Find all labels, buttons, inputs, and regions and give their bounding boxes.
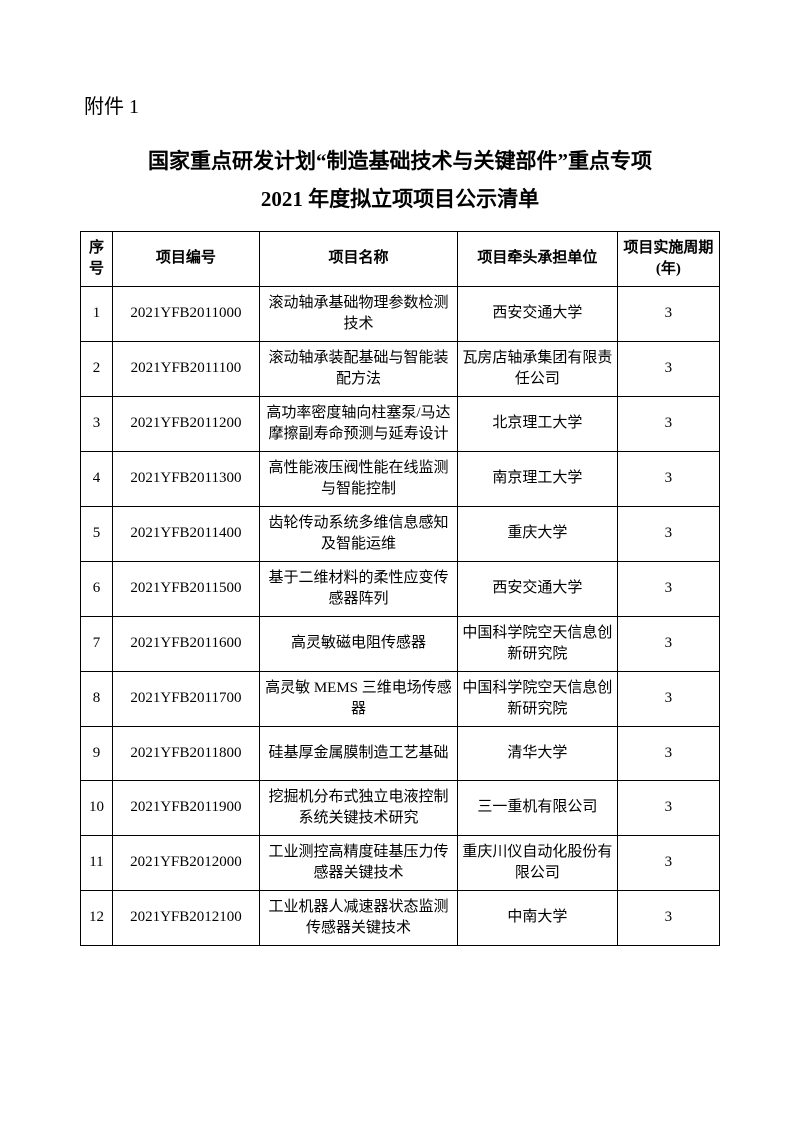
cell-name: 高灵敏 MEMS 三维电场传感器: [259, 671, 457, 726]
cell-code: 2021YFB2011100: [112, 341, 259, 396]
cell-code: 2021YFB2012100: [112, 890, 259, 945]
cell-name: 齿轮传动系统多维信息感知及智能运维: [259, 506, 457, 561]
table-row: 12021YFB2011000滚动轴承基础物理参数检测技术西安交通大学3: [81, 286, 720, 341]
cell-name: 高功率密度轴向柱塞泵/马达摩擦副寿命预测与延寿设计: [259, 396, 457, 451]
cell-seq: 9: [81, 726, 113, 780]
table-row: 92021YFB2011800硅基厚金属膜制造工艺基础清华大学3: [81, 726, 720, 780]
table-row: 52021YFB2011400齿轮传动系统多维信息感知及智能运维重庆大学3: [81, 506, 720, 561]
cell-name: 滚动轴承基础物理参数检测技术: [259, 286, 457, 341]
cell-org: 南京理工大学: [457, 451, 617, 506]
cell-seq: 1: [81, 286, 113, 341]
cell-seq: 3: [81, 396, 113, 451]
cell-name: 工业机器人减速器状态监测传感器关键技术: [259, 890, 457, 945]
cell-name: 高灵敏磁电阻传感器: [259, 616, 457, 671]
table-header-row: 序号 项目编号 项目名称 项目牵头承担单位 项目实施周期(年): [81, 231, 720, 286]
cell-seq: 8: [81, 671, 113, 726]
col-dur: 项目实施周期(年): [617, 231, 719, 286]
cell-code: 2021YFB2011200: [112, 396, 259, 451]
cell-name: 硅基厚金属膜制造工艺基础: [259, 726, 457, 780]
cell-org: 中国科学院空天信息创新研究院: [457, 616, 617, 671]
projects-table: 序号 项目编号 项目名称 项目牵头承担单位 项目实施周期(年) 12021YFB…: [80, 231, 720, 946]
cell-name: 高性能液压阀性能在线监测与智能控制: [259, 451, 457, 506]
cell-org: 重庆大学: [457, 506, 617, 561]
cell-org: 中国科学院空天信息创新研究院: [457, 671, 617, 726]
cell-code: 2021YFB2011700: [112, 671, 259, 726]
col-seq: 序号: [81, 231, 113, 286]
cell-seq: 2: [81, 341, 113, 396]
cell-name: 挖掘机分布式独立电液控制系统关键技术研究: [259, 780, 457, 835]
cell-org: 清华大学: [457, 726, 617, 780]
cell-code: 2021YFB2011800: [112, 726, 259, 780]
cell-code: 2021YFB2011600: [112, 616, 259, 671]
page-title-line1: 国家重点研发计划“制造基础技术与关键部件”重点专项: [80, 143, 720, 181]
table-row: 62021YFB2011500基于二维材料的柔性应变传感器阵列西安交通大学3: [81, 561, 720, 616]
cell-dur: 3: [617, 616, 719, 671]
table-row: 32021YFB2011200高功率密度轴向柱塞泵/马达摩擦副寿命预测与延寿设计…: [81, 396, 720, 451]
table-row: 102021YFB2011900挖掘机分布式独立电液控制系统关键技术研究三一重机…: [81, 780, 720, 835]
cell-seq: 7: [81, 616, 113, 671]
page-title-line2: 2021 年度拟立项项目公示清单: [80, 181, 720, 219]
col-org: 项目牵头承担单位: [457, 231, 617, 286]
table-row: 72021YFB2011600高灵敏磁电阻传感器中国科学院空天信息创新研究院3: [81, 616, 720, 671]
col-code: 项目编号: [112, 231, 259, 286]
cell-org: 北京理工大学: [457, 396, 617, 451]
cell-seq: 12: [81, 890, 113, 945]
table-row: 42021YFB2011300高性能液压阀性能在线监测与智能控制南京理工大学3: [81, 451, 720, 506]
cell-seq: 6: [81, 561, 113, 616]
cell-org: 瓦房店轴承集团有限责任公司: [457, 341, 617, 396]
cell-dur: 3: [617, 341, 719, 396]
cell-dur: 3: [617, 396, 719, 451]
cell-code: 2021YFB2011000: [112, 286, 259, 341]
table-row: 82021YFB2011700高灵敏 MEMS 三维电场传感器中国科学院空天信息…: [81, 671, 720, 726]
cell-dur: 3: [617, 890, 719, 945]
cell-dur: 3: [617, 286, 719, 341]
cell-dur: 3: [617, 835, 719, 890]
cell-dur: 3: [617, 726, 719, 780]
cell-dur: 3: [617, 506, 719, 561]
cell-code: 2021YFB2011500: [112, 561, 259, 616]
table-row: 122021YFB2012100工业机器人减速器状态监测传感器关键技术中南大学3: [81, 890, 720, 945]
cell-seq: 11: [81, 835, 113, 890]
cell-code: 2021YFB2011400: [112, 506, 259, 561]
cell-org: 西安交通大学: [457, 286, 617, 341]
cell-code: 2021YFB2011300: [112, 451, 259, 506]
cell-name: 基于二维材料的柔性应变传感器阵列: [259, 561, 457, 616]
cell-seq: 10: [81, 780, 113, 835]
cell-org: 西安交通大学: [457, 561, 617, 616]
cell-name: 滚动轴承装配基础与智能装配方法: [259, 341, 457, 396]
cell-seq: 5: [81, 506, 113, 561]
cell-dur: 3: [617, 780, 719, 835]
attachment-label: 附件 1: [84, 90, 720, 119]
cell-org: 中南大学: [457, 890, 617, 945]
cell-dur: 3: [617, 671, 719, 726]
cell-dur: 3: [617, 451, 719, 506]
col-name: 项目名称: [259, 231, 457, 286]
table-row: 112021YFB2012000工业测控高精度硅基压力传感器关键技术重庆川仪自动…: [81, 835, 720, 890]
cell-code: 2021YFB2012000: [112, 835, 259, 890]
cell-dur: 3: [617, 561, 719, 616]
cell-name: 工业测控高精度硅基压力传感器关键技术: [259, 835, 457, 890]
cell-org: 重庆川仪自动化股份有限公司: [457, 835, 617, 890]
cell-code: 2021YFB2011900: [112, 780, 259, 835]
cell-seq: 4: [81, 451, 113, 506]
cell-org: 三一重机有限公司: [457, 780, 617, 835]
table-row: 22021YFB2011100滚动轴承装配基础与智能装配方法瓦房店轴承集团有限责…: [81, 341, 720, 396]
